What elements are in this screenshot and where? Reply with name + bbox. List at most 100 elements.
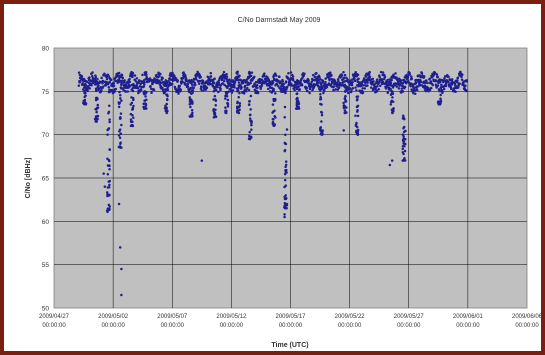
data-point xyxy=(235,107,239,110)
data-point xyxy=(105,77,109,81)
data-point xyxy=(250,128,253,131)
data-point xyxy=(238,108,241,111)
data-point xyxy=(439,100,442,103)
data-point xyxy=(131,114,134,117)
data-point xyxy=(117,105,121,109)
data-point xyxy=(132,98,135,102)
data-point xyxy=(105,209,109,212)
data-point xyxy=(343,97,347,100)
data-point xyxy=(213,77,216,80)
data-point xyxy=(108,159,111,163)
data-point xyxy=(372,80,375,83)
data-point xyxy=(320,111,324,114)
data-point xyxy=(342,76,346,80)
data-point xyxy=(282,82,286,86)
data-point xyxy=(390,159,394,162)
data-point xyxy=(101,79,105,83)
y-tick-label: 55 xyxy=(42,262,50,269)
data-point xyxy=(131,96,135,100)
data-point xyxy=(190,83,194,86)
data-point xyxy=(118,136,122,139)
data-point xyxy=(118,145,122,148)
data-point xyxy=(344,95,347,98)
data-point xyxy=(350,83,354,87)
data-point xyxy=(87,81,91,85)
data-point xyxy=(278,75,281,79)
data-point xyxy=(397,81,400,85)
x-tick-date: 2009/06/06 xyxy=(512,314,541,320)
data-point xyxy=(391,111,394,115)
data-point xyxy=(219,87,222,90)
data-point xyxy=(118,130,121,133)
data-point xyxy=(144,95,147,98)
data-point xyxy=(296,107,300,110)
data-point xyxy=(413,86,416,89)
data-point xyxy=(236,109,239,112)
data-point xyxy=(249,81,252,85)
data-point xyxy=(450,78,454,81)
data-point xyxy=(230,91,234,94)
data-point xyxy=(403,144,406,148)
data-point xyxy=(101,81,104,85)
data-point xyxy=(355,105,359,109)
data-point xyxy=(285,171,288,174)
data-point xyxy=(161,86,164,90)
data-points xyxy=(77,70,468,297)
data-point xyxy=(120,293,123,297)
data-point xyxy=(94,115,98,118)
x-tick-date: 2009/05/27 xyxy=(394,314,425,320)
data-point xyxy=(238,102,242,105)
data-point xyxy=(128,77,131,81)
y-tick-label: 65 xyxy=(42,176,50,183)
data-point xyxy=(283,185,286,189)
data-point xyxy=(395,85,399,88)
data-point xyxy=(238,104,242,107)
data-point xyxy=(108,148,111,151)
data-point xyxy=(324,81,327,84)
data-point xyxy=(136,86,140,90)
data-point xyxy=(225,75,229,78)
data-point xyxy=(196,70,199,74)
y-tick-label: 80 xyxy=(42,46,50,53)
data-point xyxy=(382,77,386,81)
data-point xyxy=(429,80,433,83)
data-point xyxy=(109,78,113,81)
data-point xyxy=(354,114,357,117)
data-point xyxy=(319,86,322,89)
data-point xyxy=(440,78,444,82)
data-point xyxy=(94,87,98,91)
data-point xyxy=(379,70,383,74)
data-point xyxy=(107,185,111,189)
data-point xyxy=(371,77,375,81)
data-point xyxy=(238,74,241,78)
data-point xyxy=(191,102,194,105)
data-point xyxy=(190,109,194,112)
data-point xyxy=(133,74,137,77)
data-point xyxy=(287,71,290,75)
data-point xyxy=(435,73,439,76)
data-point xyxy=(464,89,468,93)
data-point xyxy=(300,84,304,87)
data-point xyxy=(428,77,431,80)
data-point xyxy=(356,73,360,77)
data-point xyxy=(434,79,438,83)
x-tick-time: 00:00:00 xyxy=(397,323,421,329)
data-point xyxy=(135,77,139,80)
data-point xyxy=(397,87,401,90)
data-point xyxy=(327,82,331,85)
data-point xyxy=(292,79,295,82)
data-point xyxy=(454,90,457,94)
data-point xyxy=(129,103,133,106)
data-point xyxy=(186,83,190,86)
data-point xyxy=(353,77,356,80)
data-point xyxy=(419,80,423,83)
data-point xyxy=(88,87,91,90)
data-point xyxy=(460,75,463,78)
data-point xyxy=(429,86,433,90)
data-point xyxy=(404,138,407,141)
data-point xyxy=(200,86,203,89)
data-point xyxy=(103,185,107,188)
data-point xyxy=(346,91,350,95)
data-point xyxy=(390,108,394,112)
